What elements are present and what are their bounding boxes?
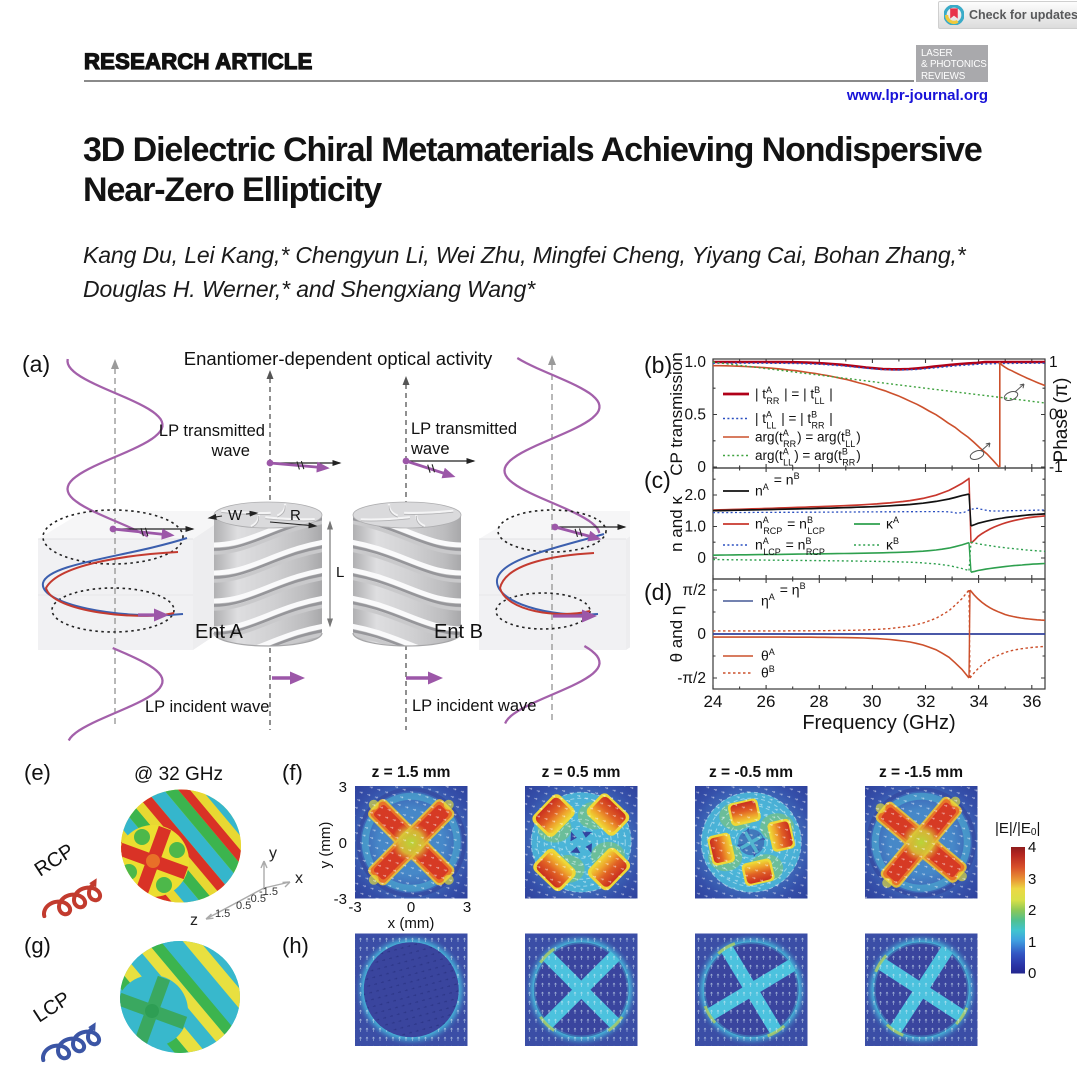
svg-text:(a): (a) — [22, 351, 50, 377]
svg-text:0: 0 — [1049, 407, 1058, 424]
svg-text:x: x — [295, 870, 303, 887]
svg-text:z = 0.5 mm: z = 0.5 mm — [542, 764, 621, 781]
svg-text:LP incident wave: LP incident wave — [145, 698, 269, 716]
svg-text:24: 24 — [704, 692, 723, 711]
svg-text:R: R — [290, 507, 301, 524]
svg-text:Ent B: Ent B — [434, 621, 483, 643]
svg-text:0: 0 — [1028, 965, 1036, 982]
svg-text:30: 30 — [863, 692, 882, 711]
svg-text:(d): (d) — [644, 579, 672, 605]
svg-text:28: 28 — [810, 692, 829, 711]
svg-text:-1: -1 — [1049, 459, 1063, 476]
svg-text:0: 0 — [339, 835, 347, 852]
svg-text:L: L — [336, 564, 344, 581]
svg-text:(g): (g) — [24, 933, 51, 958]
svg-text:(c): (c) — [644, 467, 671, 493]
svg-text:LP incident wave: LP incident wave — [412, 697, 536, 715]
svg-text:Ent A: Ent A — [195, 621, 243, 643]
svg-text:1.5: 1.5 — [215, 908, 230, 920]
svg-text:W: W — [228, 507, 243, 524]
svg-text:3: 3 — [339, 779, 347, 796]
svg-text:z = -0.5 mm: z = -0.5 mm — [709, 764, 793, 781]
svg-text:n and κ: n and κ — [667, 496, 686, 552]
svg-text:3: 3 — [1028, 871, 1036, 888]
svg-text:z: z — [190, 912, 198, 929]
svg-text:0: 0 — [697, 626, 706, 643]
svg-text:-3: -3 — [334, 891, 347, 908]
svg-text:z = -1.5 mm: z = -1.5 mm — [879, 764, 963, 781]
svg-text:-1.5: -1.5 — [259, 886, 278, 898]
svg-text:-π/2: -π/2 — [677, 670, 706, 687]
svg-text:1: 1 — [1028, 934, 1036, 951]
svg-text:36: 36 — [1023, 692, 1042, 711]
svg-text:π/2: π/2 — [682, 582, 706, 599]
svg-text:LP transmitted: LP transmitted — [411, 420, 517, 438]
svg-text:-3: -3 — [348, 899, 361, 916]
svg-text:4: 4 — [1028, 839, 1036, 856]
svg-text:|E|/|E0|: |E|/|E0| — [995, 820, 1040, 838]
svg-text:1: 1 — [1049, 354, 1058, 371]
svg-text:wave: wave — [410, 440, 450, 458]
svg-text:x (mm): x (mm) — [388, 915, 435, 932]
svg-text:(h): (h) — [282, 933, 309, 958]
svg-text:Enantiomer-dependent optical a: Enantiomer-dependent optical activity — [184, 348, 493, 369]
svg-text:2.0: 2.0 — [684, 487, 706, 504]
svg-text:2: 2 — [1028, 902, 1036, 919]
svg-text:3: 3 — [463, 899, 471, 916]
svg-text:1.0: 1.0 — [684, 519, 706, 536]
svg-text:CP transmission: CP transmission — [667, 352, 686, 475]
svg-text:-0.5: -0.5 — [247, 893, 266, 905]
svg-text:LP transmitted: LP transmitted — [159, 422, 265, 440]
svg-text:LCP: LCP — [30, 988, 75, 1028]
svg-text:1.0: 1.0 — [684, 354, 706, 371]
svg-text:(f): (f) — [282, 760, 303, 785]
svg-text:0: 0 — [697, 459, 706, 476]
svg-text:26: 26 — [757, 692, 776, 711]
svg-text:Phase (π): Phase (π) — [1051, 378, 1072, 463]
svg-text:y (mm): y (mm) — [317, 822, 334, 869]
svg-text:RCP: RCP — [31, 840, 78, 881]
svg-text:(e): (e) — [24, 760, 51, 785]
svg-text:y: y — [269, 845, 277, 862]
svg-text:0: 0 — [697, 550, 706, 567]
svg-text:0.5: 0.5 — [236, 900, 251, 912]
svg-text:34: 34 — [970, 692, 989, 711]
svg-text:(b): (b) — [644, 352, 672, 378]
svg-text:z = 1.5 mm: z = 1.5 mm — [372, 764, 451, 781]
svg-text:wave: wave — [210, 442, 250, 460]
svg-text:θ and η: θ and η — [667, 606, 686, 663]
svg-text:Frequency (GHz): Frequency (GHz) — [802, 712, 955, 734]
svg-text:0: 0 — [407, 899, 415, 916]
svg-text:@ 32 GHz: @ 32 GHz — [134, 764, 223, 785]
svg-text:32: 32 — [917, 692, 936, 711]
svg-text:0.5: 0.5 — [684, 407, 706, 424]
